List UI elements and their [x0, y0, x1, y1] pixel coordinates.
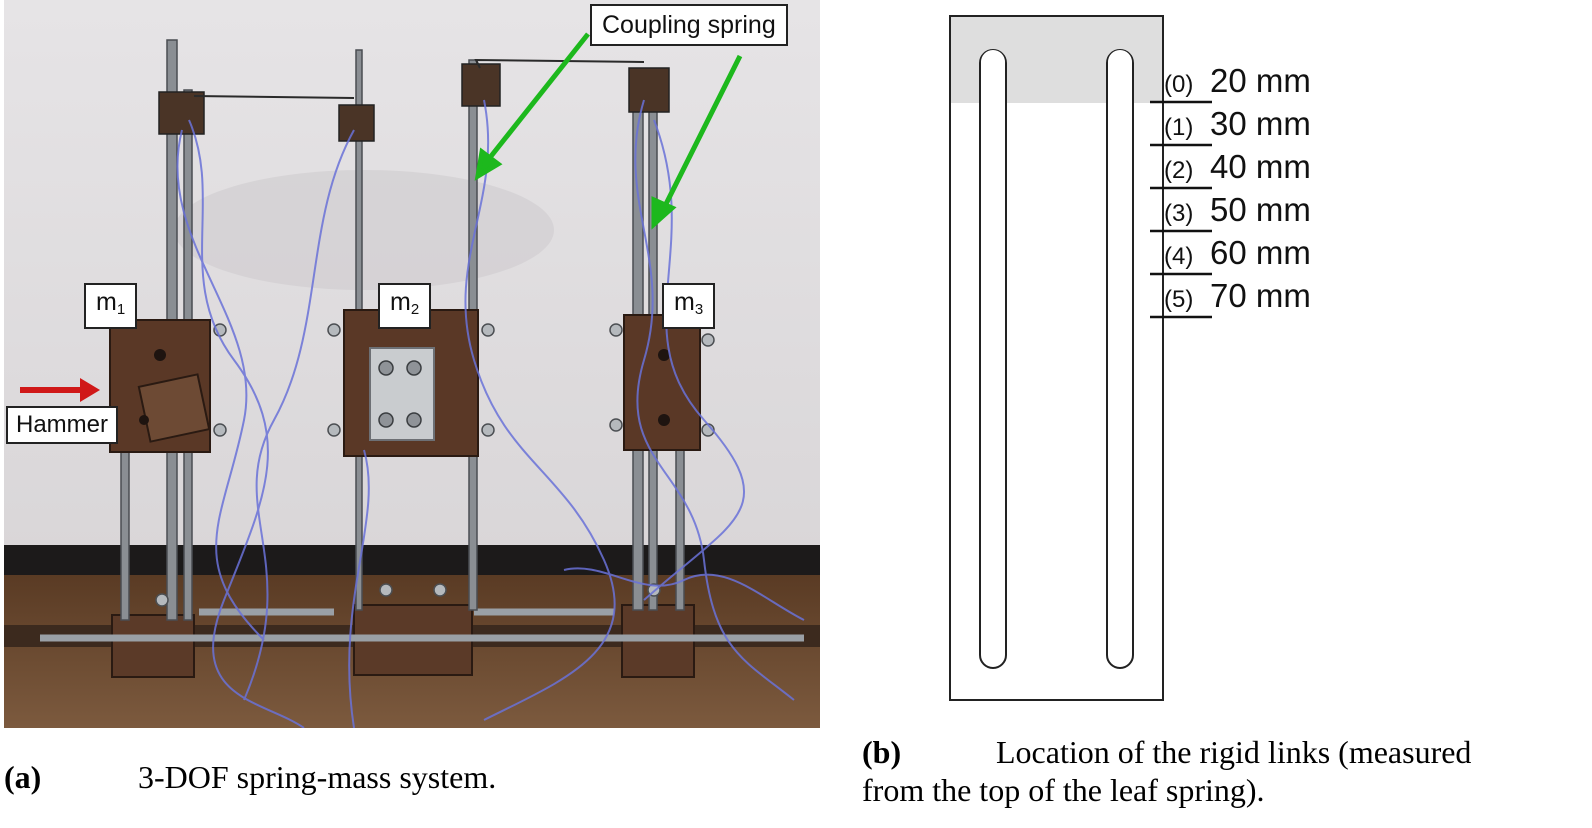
mass-label-m2-sub: 2 [410, 301, 420, 318]
rigid-link-distance-0: 20 mm [1210, 62, 1311, 99]
rigid-link-distance-2: 40 mm [1210, 148, 1311, 185]
mass-label-m2: m2 [378, 283, 432, 329]
slot-right [1106, 49, 1134, 669]
mass-label-m1-sub: 1 [116, 301, 126, 318]
leaf-spring-diagram: (0) 20 mm (1) 30 mm (2) 40 mm (3) 50 mm (4) 60 mm… [949, 15, 1311, 701]
rigid-link-index-5: (5) [1164, 286, 1193, 313]
caption-a-text: 3-DOF spring-mass system. [138, 759, 497, 795]
caption-b: (b) Location of the rigid links (measured… [862, 733, 1582, 809]
slot-right-top [1108, 50, 1132, 74]
caption-a: (a) 3-DOF spring-mass system. [4, 758, 496, 796]
rigid-link-index-1: (1) [1164, 114, 1193, 141]
rigid-link-index-2: (2) [1164, 157, 1193, 184]
spring-mass-photo [4, 0, 820, 728]
rigid-link-index-4: (4) [1164, 243, 1193, 270]
caption-b-line2: from the top of the leaf spring). [862, 772, 1265, 808]
mass-label-m1-base: m [96, 288, 117, 316]
mass-label-m3-base: m [674, 288, 695, 316]
mass-label-m3-sub: 3 [694, 301, 704, 318]
hammer-label: Hammer [6, 406, 119, 444]
mass-label-m3: m3 [662, 283, 716, 329]
caption-b-tag: (b) [862, 734, 902, 770]
rigid-link-distance-3: 50 mm [1210, 191, 1311, 228]
slot-left [979, 49, 1007, 669]
slot-left-top [981, 50, 1005, 74]
rigid-link-distance-4: 60 mm [1210, 234, 1311, 271]
caption-b-line1: Location of the rigid links (measured [996, 734, 1472, 770]
rigid-link-distance-5: 70 mm [1210, 277, 1311, 314]
coupling-spring-label: Coupling spring [590, 4, 788, 46]
mass-label-m1: m1 [84, 283, 138, 329]
mass-label-m2-base: m [390, 288, 411, 316]
rigid-link-distance-1: 30 mm [1210, 105, 1311, 142]
rigid-link-index-0: (0) [1164, 71, 1193, 98]
caption-a-tag: (a) [4, 759, 42, 795]
rigid-link-index-3: (3) [1164, 200, 1193, 227]
